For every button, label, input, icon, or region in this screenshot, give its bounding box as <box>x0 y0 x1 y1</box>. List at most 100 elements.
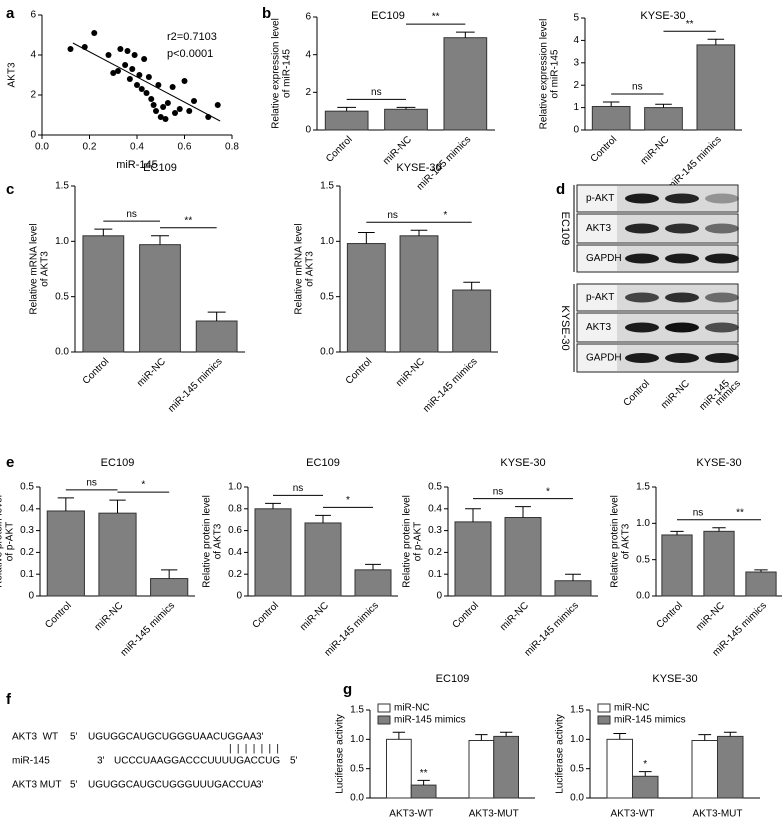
x-tick-label: miR-NC <box>694 600 727 633</box>
error-bar <box>151 235 169 245</box>
y-axis-label: of AKT3 <box>305 251 316 287</box>
x-tick-label: 0.0 <box>35 142 49 153</box>
point <box>148 96 155 102</box>
blot-band <box>665 223 699 234</box>
point <box>162 116 169 122</box>
y-tick-label: 0 <box>236 591 242 602</box>
y-tick-label: 0.1 <box>428 569 442 580</box>
significance-label: * <box>546 486 550 497</box>
legend-swatch <box>377 715 391 725</box>
y-tick-label: 1.0 <box>350 734 364 745</box>
point <box>117 46 124 52</box>
chart-title: EC109 <box>436 673 470 685</box>
bar <box>493 735 519 799</box>
chart-title: EC109 <box>143 162 177 174</box>
bar <box>745 571 777 597</box>
blot-band <box>665 353 699 363</box>
error-bar <box>515 506 531 518</box>
y-tick-label: 0.5 <box>428 482 442 493</box>
significance-label: * <box>346 495 350 506</box>
error-bar <box>723 731 737 737</box>
bar <box>98 512 137 597</box>
lane-label: Control <box>621 378 652 409</box>
point <box>110 70 117 76</box>
bar <box>346 243 386 353</box>
blot-band <box>705 353 739 363</box>
significance-label: ns <box>126 209 137 220</box>
legend-label: miR-NC <box>394 703 430 714</box>
significance-label: ** <box>686 19 694 30</box>
y-tick-label: 2 <box>30 90 36 101</box>
panel-label: e <box>6 454 14 471</box>
error-bar <box>613 732 627 740</box>
error-bar <box>109 499 126 514</box>
significance-label: ns <box>387 210 398 221</box>
point <box>105 52 112 58</box>
chart-title: EC109 <box>306 457 340 469</box>
fit-line <box>72 42 221 122</box>
significance-label: ** <box>184 215 192 226</box>
point <box>164 100 171 106</box>
y-tick-label: 0.2 <box>20 547 34 558</box>
error-bar <box>417 779 430 786</box>
sequence-name: miR-145 <box>12 756 50 767</box>
blot-row-label: p-AKT <box>586 292 614 303</box>
bar <box>410 784 437 799</box>
bar <box>354 569 392 597</box>
chart-title: KYSE-30 <box>640 10 685 22</box>
y-tick-label: 1 <box>573 102 579 113</box>
blot-band <box>705 223 739 234</box>
y-tick-label: 0.5 <box>320 291 334 302</box>
point <box>141 56 148 62</box>
point <box>214 102 221 108</box>
y-axis-label: of AKT3 <box>213 523 224 559</box>
y-tick-label: 0.0 <box>350 793 364 804</box>
y-tick-label: 0.8 <box>228 503 242 514</box>
sequence-end: 5' <box>70 732 78 743</box>
panel-label: g <box>343 681 352 698</box>
blot-band <box>625 292 659 303</box>
chart-title: KYSE-30 <box>652 673 697 685</box>
legend-swatch <box>597 715 611 725</box>
bar <box>591 105 631 131</box>
error-bar <box>712 527 726 532</box>
blot-band <box>665 322 699 333</box>
bar <box>384 108 428 131</box>
y-axis-label: of AKT3 <box>621 523 632 559</box>
x-tick-label: miR-145 mimics <box>665 134 723 192</box>
bar <box>691 740 718 799</box>
error-bar <box>670 530 684 535</box>
bar <box>46 510 85 597</box>
y-tick-label: 0.3 <box>428 525 442 536</box>
sequence-end: 3' <box>256 780 264 791</box>
lane-label: miR-NC <box>659 378 692 411</box>
panel-label: a <box>6 5 15 22</box>
point <box>131 52 138 58</box>
y-axis-label: of miR-145 <box>282 49 293 98</box>
y-tick-label: 0.5 <box>350 763 364 774</box>
y-tick-label: 1.5 <box>55 181 69 192</box>
x-axis-label: miR-145 <box>116 159 158 171</box>
blot-row-label: AKT3 <box>586 322 611 333</box>
sequence-name: AKT3 WT <box>12 732 58 743</box>
error-bar <box>655 103 672 108</box>
significance-label: ns <box>693 507 704 518</box>
blot-band <box>705 253 739 264</box>
legend-label: miR-NC <box>614 703 650 714</box>
significance-label: ns <box>493 486 504 497</box>
y-tick-label: 0 <box>305 125 311 136</box>
error-bar <box>638 771 652 777</box>
bar <box>139 244 181 353</box>
y-axis-label: AKT3 <box>7 62 18 87</box>
blot-band <box>705 193 739 204</box>
error-bar <box>565 573 581 581</box>
y-axis-label: of p-AKT <box>5 522 16 561</box>
x-tick-label: miR-145 mimics <box>166 356 224 414</box>
x-tick-label: 0.6 <box>178 142 192 153</box>
point <box>150 102 157 108</box>
bar <box>504 517 542 597</box>
x-tick-label: Control <box>324 134 355 165</box>
blot-band <box>625 223 659 234</box>
x-tick-label: 0.8 <box>225 142 239 153</box>
